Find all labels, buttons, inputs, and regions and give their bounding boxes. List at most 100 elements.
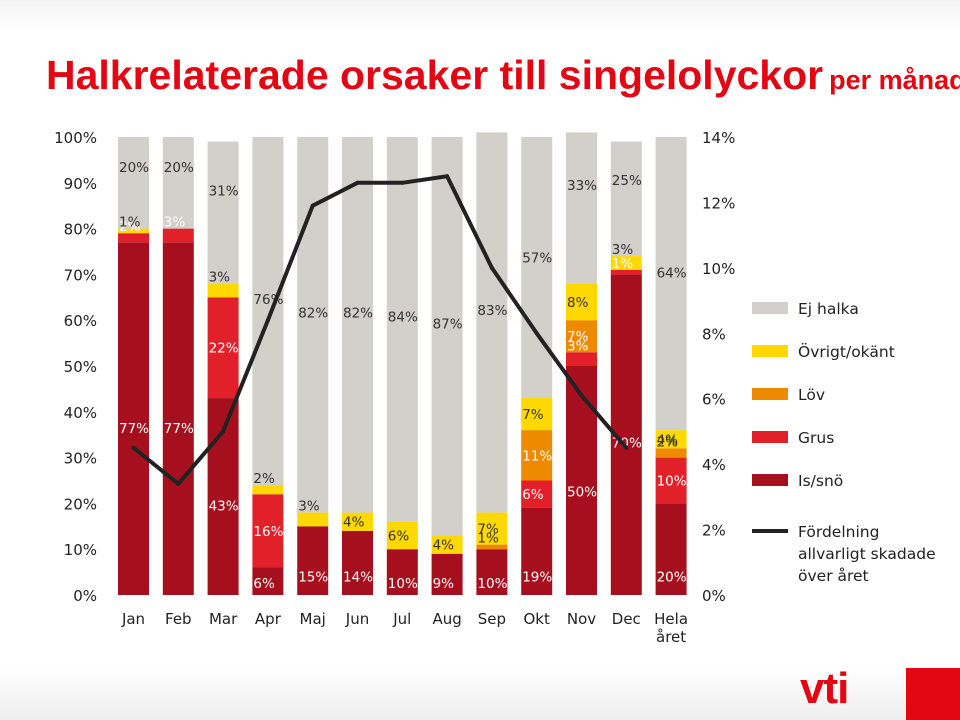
segment-label: 77% xyxy=(119,421,149,437)
segment-label: 7% xyxy=(477,522,499,538)
line-point xyxy=(355,180,360,185)
segment-label: 2% xyxy=(253,471,275,487)
segment-label: 19% xyxy=(522,569,552,585)
bar-segment-ej-halka xyxy=(162,137,194,229)
left-axis-tick: 0% xyxy=(73,587,97,605)
subtitle-text: per månad xyxy=(829,65,960,95)
segment-label: 6% xyxy=(253,576,275,592)
right-axis-tick: 10% xyxy=(702,260,735,278)
segment-label: 82% xyxy=(298,305,328,321)
bar-segment-ej-halka xyxy=(207,141,239,284)
bar-segment-ej-halka xyxy=(342,137,373,513)
bar-segment-is-sno xyxy=(521,507,553,595)
segment-label: 3% xyxy=(298,499,320,515)
bar-segment-is-sno xyxy=(476,549,508,595)
line-point xyxy=(445,174,450,179)
left-axis-tick: 10% xyxy=(64,541,97,559)
bar-segment-is-sno xyxy=(162,242,194,595)
line-point xyxy=(176,481,181,486)
bar-segment-is-sno xyxy=(431,553,463,595)
right-axis-tick: 0% xyxy=(702,587,726,605)
bar-segment-ovrigt xyxy=(342,512,373,531)
segment-label: 3% xyxy=(567,338,589,354)
segment-label: 3% xyxy=(209,270,231,286)
segment-label: 16% xyxy=(253,524,283,540)
line-point xyxy=(221,429,226,434)
x-axis-label: Jun xyxy=(345,610,369,628)
legend-swatch-is-sno xyxy=(752,474,788,486)
line-point xyxy=(265,318,270,323)
segment-label: 1% xyxy=(119,215,141,231)
bar-segment-grus xyxy=(566,352,597,366)
left-axis-tick: 70% xyxy=(64,266,97,284)
line-point xyxy=(489,265,494,270)
bar-segment-ej-halka xyxy=(655,137,687,431)
x-axis-label: Maj xyxy=(300,610,326,628)
segment-label: 2% xyxy=(119,219,141,235)
x-axis-label: Aug xyxy=(432,610,461,628)
bar-segment-ej-halka xyxy=(386,137,418,522)
bar-segment-ovrigt xyxy=(566,283,597,321)
title-text: Halkrelaterade orsaker till singelolycko… xyxy=(46,52,824,98)
legend-label: Fördelning xyxy=(798,523,879,541)
segment-label: 9% xyxy=(433,576,455,592)
line-point xyxy=(579,393,584,398)
x-axis-label: Apr xyxy=(255,610,282,628)
left-axis-tick: 40% xyxy=(64,404,97,422)
bottom-band xyxy=(0,666,960,720)
segment-label: 3% xyxy=(612,242,634,258)
segment-label: 4% xyxy=(433,538,455,554)
left-axis-tick: 60% xyxy=(64,312,97,330)
vti-logo: vti xyxy=(800,664,849,713)
right-axis-tick: 12% xyxy=(702,194,735,212)
segment-label: 64% xyxy=(657,266,687,282)
segment-label: 57% xyxy=(522,250,552,266)
segment-label: 87% xyxy=(433,316,463,332)
segment-label: 43% xyxy=(209,498,239,514)
bar-segment-ej-halka xyxy=(252,137,284,486)
line-point xyxy=(400,180,405,185)
segment-label: 15% xyxy=(298,569,328,585)
bar-segment-grus xyxy=(521,480,553,508)
bar-segment-ovrigt xyxy=(207,283,239,298)
legend-label: allvarligt skadade xyxy=(798,545,936,563)
segment-label: 4% xyxy=(343,515,365,531)
legend-label: Is/snö xyxy=(798,472,843,490)
segment-label: 2% xyxy=(657,434,679,450)
top-band xyxy=(0,0,960,30)
segment-label: 4% xyxy=(657,432,679,448)
bar-segment-ovrigt xyxy=(431,535,463,554)
bar-segment-grus xyxy=(252,494,284,568)
x-axis-label: Jul xyxy=(392,610,411,628)
left-axis-tick: 100% xyxy=(54,129,97,147)
x-axis-label: Hela xyxy=(654,610,688,628)
legend-label: Grus xyxy=(798,429,834,447)
bar-segment-ovrigt xyxy=(521,398,553,431)
x-axis-label: Mar xyxy=(209,610,238,628)
bar-segment-grus xyxy=(162,228,194,243)
bar-segment-is-sno xyxy=(386,549,418,595)
bar-segment-ovrigt xyxy=(476,512,508,545)
bar-segment-ovrigt xyxy=(252,485,284,495)
bar-segment-is-sno xyxy=(342,530,373,595)
segment-label: 10% xyxy=(388,576,418,592)
line-point xyxy=(534,331,539,336)
legend-swatch-grus xyxy=(752,431,788,443)
legend-label: Löv xyxy=(798,386,825,404)
bar-segment-ovrigt xyxy=(297,512,329,527)
segment-label: 82% xyxy=(343,305,373,321)
bar-segment-grus xyxy=(118,233,149,243)
segment-label: 83% xyxy=(477,303,507,319)
x-axis-label: året xyxy=(656,628,686,646)
left-axis-tick: 20% xyxy=(64,495,97,513)
segment-label: 25% xyxy=(612,173,642,189)
left-axis-tick: 30% xyxy=(64,450,97,468)
segment-label: 1% xyxy=(612,256,634,272)
legend-swatch-lov xyxy=(752,388,788,400)
legend-label: över året xyxy=(798,567,869,585)
bar-segment-ej-halka xyxy=(118,137,149,229)
left-axis-tick: 80% xyxy=(64,221,97,239)
segment-label: 10% xyxy=(657,474,687,490)
bar-segment-ovrigt xyxy=(118,228,149,234)
